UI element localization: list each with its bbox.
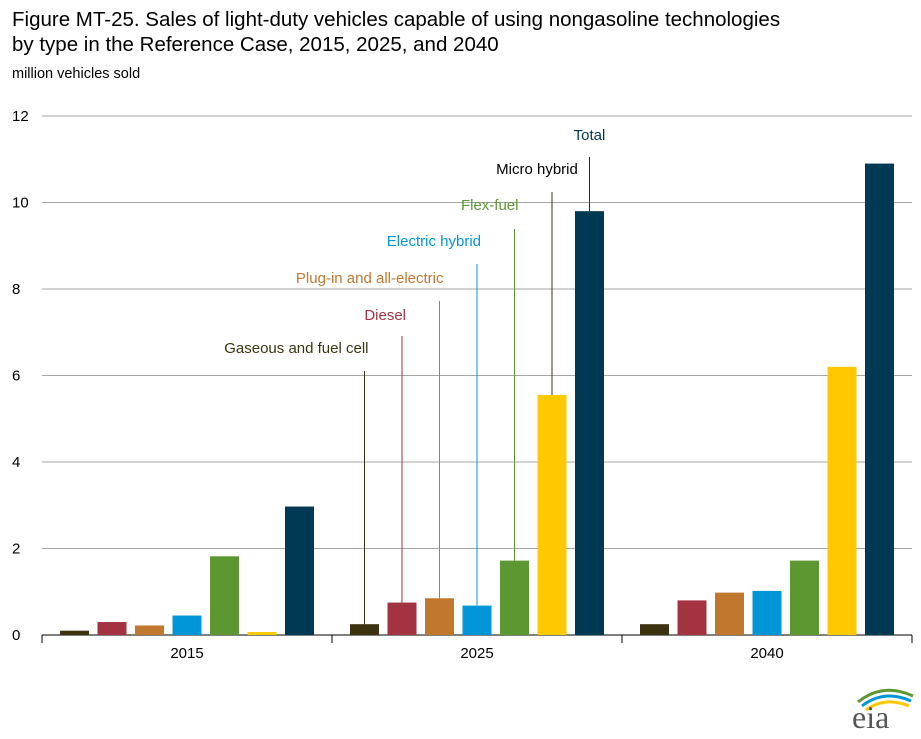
bar	[285, 506, 314, 635]
bar	[425, 598, 454, 635]
eia-logo-icon: eia	[852, 688, 914, 735]
y-tick-label: 8	[12, 281, 20, 298]
chart-title: Figure MT-25. Sales of light-duty vehicl…	[12, 7, 902, 57]
series-annotation-label: Plug-in and all-electric	[296, 270, 444, 287]
bar	[827, 366, 857, 635]
bar	[462, 605, 492, 635]
bar	[135, 625, 164, 635]
bar	[575, 211, 604, 635]
bar	[97, 622, 127, 635]
y-tick-label: 12	[12, 108, 29, 125]
bar	[210, 556, 239, 635]
y-tick-label: 10	[12, 195, 29, 212]
series-annotation-label: Flex-fuel	[461, 197, 519, 214]
series-annotation-label: Total	[574, 127, 606, 144]
y-tick-label: 0	[12, 627, 20, 644]
chart-title-line-2: by type in the Reference Case, 2015, 202…	[12, 33, 499, 56]
bar	[350, 624, 379, 635]
bar	[640, 624, 669, 635]
series-annotation-label: Gaseous and fuel cell	[224, 340, 368, 357]
series-annotation-label: Micro hybrid	[496, 161, 578, 178]
x-tick-label: 2015	[170, 645, 203, 662]
eia-logo: eia	[838, 680, 918, 735]
bar	[387, 602, 417, 635]
chart-title-line-1: Figure MT-25. Sales of light-duty vehicl…	[12, 8, 781, 31]
bar	[715, 592, 744, 635]
bar	[677, 600, 707, 635]
series-annotation-label: Diesel	[364, 307, 406, 324]
y-tick-label: 6	[12, 368, 20, 385]
y-axis-units-label: million vehicles sold	[12, 66, 141, 82]
x-tick-label: 2025	[460, 645, 493, 662]
bar	[500, 560, 529, 635]
bar	[865, 163, 894, 635]
x-tick-label: 2040	[750, 645, 783, 662]
bar	[537, 394, 567, 635]
bar	[247, 631, 277, 635]
y-tick-label: 2	[12, 541, 20, 558]
series-annotation-label: Electric hybrid	[387, 233, 481, 250]
logo-text: eia	[852, 699, 889, 734]
y-tick-label: 4	[12, 454, 20, 471]
bar	[790, 560, 819, 635]
bar	[60, 630, 89, 635]
bar	[172, 615, 202, 635]
bar	[752, 590, 782, 635]
